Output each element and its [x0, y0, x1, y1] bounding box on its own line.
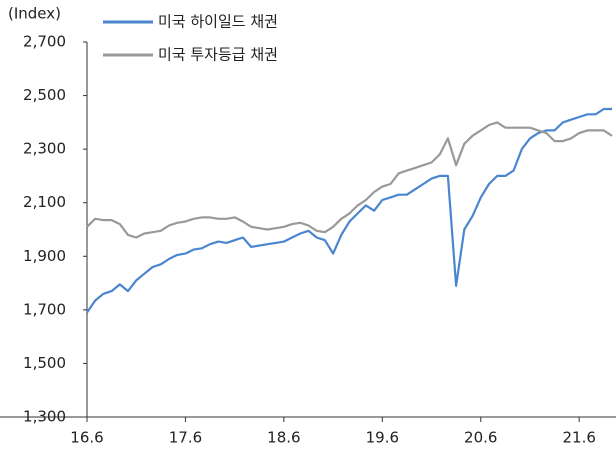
series-line	[86, 107, 612, 314]
y-tick-label: 1,900	[23, 247, 66, 265]
y-tick-label: 1,300	[23, 408, 66, 426]
y-axis-label: (Index)	[8, 5, 61, 23]
y-tick-label: 2,500	[23, 86, 66, 104]
legend-label: 미국 하이일드 채권	[158, 13, 278, 31]
y-tick-label: 1,700	[23, 300, 66, 318]
x-tick-label: 20.6	[464, 429, 497, 447]
y-tick-label: 1,500	[23, 354, 66, 372]
x-tick-label: 17.6	[169, 429, 202, 447]
x-tick-label: 18.6	[267, 429, 300, 447]
y-tick-label: 2,700	[23, 33, 66, 51]
x-tick-label: 19.6	[366, 429, 399, 447]
y-tick-label: 2,300	[23, 140, 66, 158]
x-tick-label: 16.6	[70, 429, 103, 447]
legend-label: 미국 투자등급 채권	[158, 46, 278, 64]
x-tick-label: 21.6	[562, 429, 595, 447]
series-line	[86, 121, 613, 239]
y-tick-label: 2,100	[23, 193, 66, 211]
